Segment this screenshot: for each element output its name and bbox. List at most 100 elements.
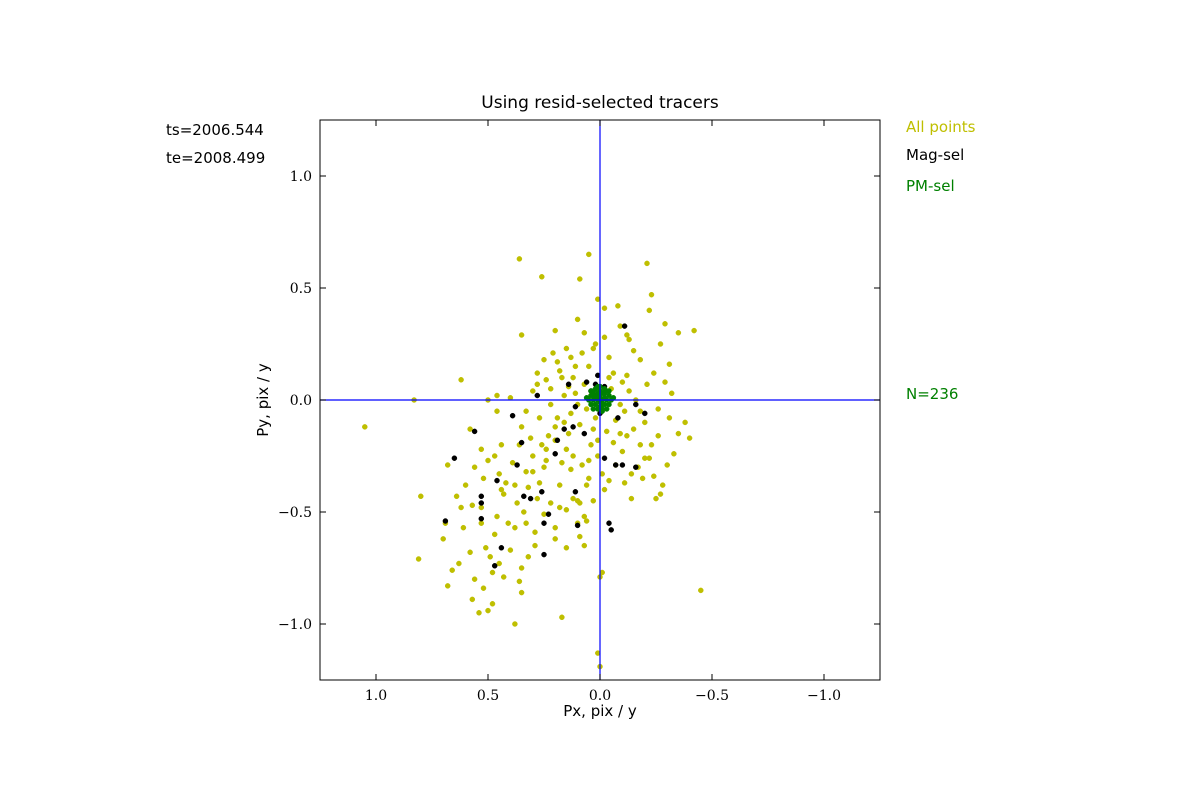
data-point (512, 482, 518, 488)
data-point (590, 392, 597, 399)
data-point (586, 251, 592, 258)
data-point (583, 406, 590, 412)
data-point (534, 381, 541, 388)
data-point (691, 327, 697, 334)
data-point (418, 493, 424, 500)
x-tick-label: 0.0 (589, 688, 611, 704)
data-point (547, 386, 554, 392)
data-point (539, 442, 545, 448)
data-point (651, 473, 657, 479)
data-point (476, 610, 482, 616)
data-point (514, 500, 520, 506)
data-point (471, 576, 478, 582)
data-point (485, 457, 491, 464)
data-point (624, 433, 630, 439)
series-mag-sel (442, 323, 648, 569)
data-point (563, 446, 570, 453)
data-point (603, 406, 610, 412)
series-all-points (362, 251, 704, 670)
data-point (496, 560, 502, 567)
data-point (637, 442, 644, 448)
te-label: te=2008.499 (166, 149, 265, 167)
data-point (624, 332, 630, 338)
data-point (590, 498, 597, 504)
data-point (642, 455, 648, 461)
data-point (617, 430, 623, 437)
y-tick-label: −0.5 (278, 505, 312, 521)
data-point (545, 511, 552, 517)
data-point (527, 435, 534, 441)
data-point (675, 430, 682, 437)
data-point (646, 307, 653, 314)
data-point (619, 448, 626, 455)
data-point (586, 457, 592, 464)
data-point (541, 464, 547, 470)
data-point (539, 489, 545, 495)
data-point (547, 401, 554, 408)
data-point (633, 464, 639, 470)
data-point (570, 374, 576, 381)
data-point (525, 554, 532, 560)
data-point (659, 482, 666, 488)
data-point (523, 468, 529, 475)
data-point (536, 415, 543, 421)
data-point (489, 569, 496, 576)
data-point (583, 482, 590, 488)
data-point (626, 388, 632, 394)
data-point (521, 509, 527, 515)
data-point (559, 374, 565, 381)
data-point (523, 520, 529, 526)
data-point (586, 475, 592, 482)
data-point (503, 480, 509, 486)
data-point (628, 495, 635, 502)
data-point (608, 527, 614, 533)
data-point (523, 408, 529, 414)
data-point (500, 574, 507, 580)
data-point (601, 455, 608, 461)
data-point (552, 424, 558, 430)
data-point (552, 524, 558, 531)
data-point (494, 477, 500, 484)
data-point (453, 493, 460, 500)
data-point (637, 356, 644, 363)
data-point (655, 406, 661, 412)
data-point (621, 323, 628, 329)
data-point (574, 498, 581, 504)
data-point (572, 403, 579, 410)
data-point (606, 374, 612, 381)
data-point (590, 406, 597, 412)
data-point (505, 520, 511, 526)
data-point (682, 419, 688, 426)
data-point (568, 466, 574, 473)
data-point (626, 336, 632, 343)
data-point (642, 410, 648, 417)
data-point (525, 484, 532, 491)
data-point (610, 439, 617, 446)
data-point (565, 381, 572, 388)
data-point (686, 435, 693, 441)
reference-lines (320, 120, 880, 680)
data-point (664, 462, 670, 468)
data-point (666, 361, 673, 367)
data-point (467, 426, 473, 432)
data-point (521, 493, 527, 500)
data-point (590, 345, 597, 352)
count-label: N=236 (906, 385, 958, 403)
data-point (662, 379, 668, 385)
data-point (509, 412, 516, 419)
data-point (541, 356, 547, 363)
data-point (570, 453, 576, 459)
data-point (554, 359, 561, 365)
data-point (590, 426, 597, 432)
data-point (514, 462, 520, 468)
data-point (615, 303, 621, 309)
data-point (545, 433, 552, 439)
data-point (518, 424, 525, 430)
data-point (471, 428, 478, 435)
data-point (559, 459, 565, 466)
data-point (583, 379, 590, 385)
data-point (577, 421, 583, 428)
data-point (451, 455, 458, 461)
data-point (619, 379, 626, 385)
legend-mag-sel: Mag-sel (906, 146, 964, 164)
